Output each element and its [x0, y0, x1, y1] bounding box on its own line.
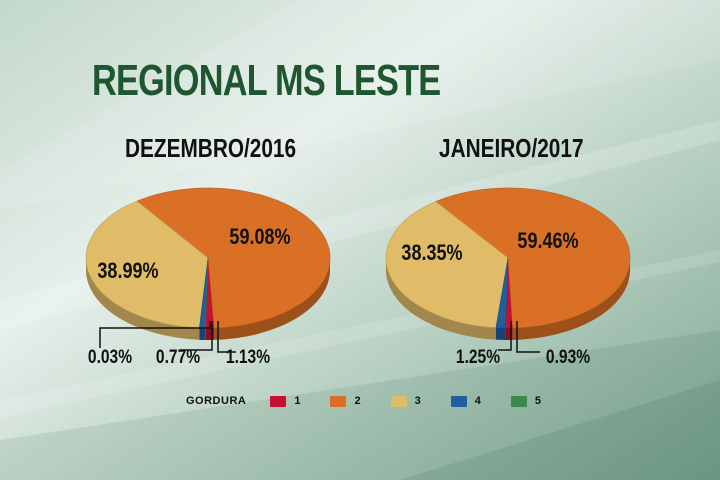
pie-slice-2: [136, 187, 331, 329]
pie-side-4: [495, 327, 506, 340]
legend-swatch-2: [330, 395, 347, 407]
chart-title-janeiro: JANEIRO/2017: [439, 133, 584, 163]
legend-label-1: 1: [294, 395, 301, 407]
slice-label-4: 0.77%: [156, 346, 200, 368]
pie-chart-dezembro: 1.13% 59.08% 38.99% 0.77% 0.03%: [85, 187, 331, 368]
legend-swatch-3: [390, 395, 407, 407]
slice-label-4: 1.25%: [456, 346, 500, 368]
legend-label-4: 4: [474, 395, 481, 407]
legend-item-4: 4: [450, 395, 481, 407]
leader-line-1: [516, 321, 540, 353]
legend-swatch-4: [450, 395, 467, 407]
legend-label-5: 5: [534, 395, 541, 407]
slice-label-1: 0.93%: [546, 346, 590, 368]
pie-side-3: [386, 258, 496, 340]
pie-side-2: [512, 258, 630, 340]
slice-label-2: 59.08%: [229, 225, 290, 249]
legend-label-2: 2: [354, 395, 361, 407]
leader-line-1: [217, 321, 236, 353]
legend-label-3: 3: [414, 395, 421, 407]
legend-swatch-5: [510, 395, 527, 407]
legend-swatch-1: [270, 395, 287, 407]
leader-line-4: [180, 321, 213, 351]
pie-slice-3: [385, 201, 509, 328]
leader-line-5: [99, 321, 211, 348]
slice-label-2: 59.46%: [517, 229, 578, 253]
slice-label-3: 38.99%: [97, 259, 158, 283]
pie-slice-4: [495, 257, 509, 329]
pie-side-2: [214, 258, 330, 340]
pie-side-4: [199, 327, 206, 340]
leader-line-4: [498, 321, 512, 351]
legend-item-5: 5: [510, 395, 541, 407]
legend: GORDURA 1 2 3 4 5: [186, 391, 571, 411]
pie-side-1: [205, 327, 215, 340]
slice-label-1: 1.13%: [226, 346, 270, 368]
pie-slice-3: [85, 200, 209, 329]
legend-title: GORDURA: [186, 395, 247, 407]
legend-item-2: 2: [330, 395, 361, 407]
chart-title-dezembro: DEZEMBRO/2016: [125, 133, 297, 163]
pie-slice-2: [435, 187, 631, 329]
slice-label-5: 0.03%: [88, 346, 132, 368]
slice-label-3: 38.35%: [401, 241, 462, 265]
legend-item-1: 1: [270, 395, 300, 407]
pie-chart-janeiro: 0.93% 59.46% 38.35% 1.25%: [385, 187, 631, 368]
legend-item-3: 3: [390, 395, 421, 407]
page-title: REGIONAL MS LESTE: [92, 56, 441, 105]
